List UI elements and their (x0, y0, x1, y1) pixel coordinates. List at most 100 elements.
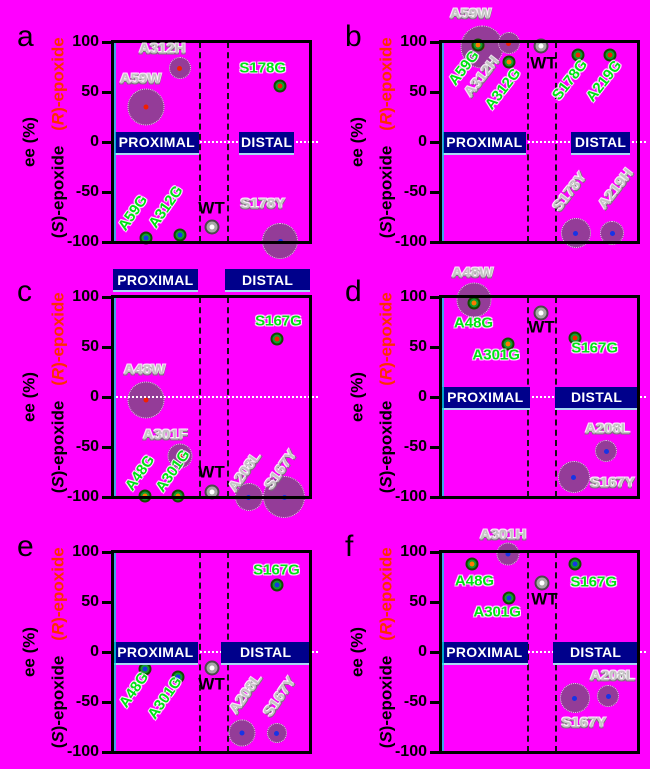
point-label-c-A301F: A301F (142, 426, 188, 444)
y-tick--50 (102, 191, 111, 194)
distal-region-label: DISTAL (553, 641, 638, 665)
point-center-dot (471, 300, 477, 306)
data-point-e-A301G (171, 670, 185, 684)
y-tick-50 (430, 601, 439, 604)
y-axis-title: ee (%) (347, 116, 367, 168)
y-tick-label-0: 0 (418, 133, 427, 150)
panel-e: PROXIMAL DISTAL S167G A48G A301G WT A208L S167Y… (17, 532, 318, 760)
y-tick--100 (102, 496, 111, 499)
point-label-f-S167G: S167G (570, 573, 618, 591)
data-point-e-A208L (228, 719, 256, 747)
data-point-d-WT (533, 305, 549, 321)
point-label-e-S167G: S167G (253, 561, 300, 579)
point-label-e-WT: WT (198, 674, 225, 694)
distal-region-label: DISTAL (225, 269, 310, 292)
point-center-dot (571, 474, 577, 480)
point-label-c-WT: WT (198, 462, 225, 482)
y-tick-0 (430, 396, 439, 399)
y-tick--50 (430, 191, 439, 194)
y-tick--100 (430, 751, 439, 754)
s-epoxide-axis-label: (S)-epoxide (48, 145, 68, 239)
point-label-e-A301G: A301G (144, 673, 186, 723)
data-point-f-S167Y (559, 683, 590, 713)
y-tick-label--50: -50 (75, 438, 99, 455)
point-label-d-A301G: A301G (472, 346, 520, 364)
zero-ee-line (439, 141, 646, 143)
data-point-a-A59W (127, 88, 165, 126)
point-center-dot (506, 59, 512, 65)
panel-letter-c: c (17, 275, 32, 308)
point-center-dot (475, 42, 481, 48)
data-point-c-A48G (138, 489, 152, 503)
point-center-dot (246, 494, 252, 500)
zero-ee-line (111, 651, 318, 653)
data-point-f-S167G (568, 557, 582, 571)
distal-region-label: DISTAL (571, 131, 631, 155)
point-label-e-S167Y: S167Y (260, 673, 301, 721)
panel-c: PROXIMAL DISTAL S167G A48W A301F A48G A301G WT A… (17, 269, 318, 518)
point-label-a-S178G: S178G (239, 59, 287, 77)
point-label-d-S167Y: S167Y (589, 474, 635, 492)
r-epoxide-axis-label: (R)-epoxide (48, 292, 68, 386)
point-center-dot (175, 674, 181, 680)
y-tick-100 (102, 551, 111, 554)
y-tick-label-50: 50 (81, 83, 99, 100)
y-tick-label-50: 50 (81, 338, 99, 355)
data-point-f-A208L (597, 685, 620, 707)
data-point-e-S167G (270, 578, 283, 592)
y-tick-label--100: -100 (394, 233, 427, 250)
y-tick-label-100: 100 (400, 33, 427, 50)
point-center-dot (277, 238, 283, 244)
panel-b: PROXIMAL DISTAL A59W A59G A312H A312G WT S178G A… (345, 7, 646, 250)
y-tick-100 (430, 41, 439, 44)
y-tick-label--100: -100 (66, 233, 99, 250)
y-tick-0 (430, 141, 439, 144)
data-point-a-A59G (139, 231, 153, 245)
point-center-dot (143, 104, 149, 110)
point-label-b-WT: WT (530, 53, 557, 73)
data-point-c-A48W (127, 381, 164, 419)
point-center-dot (603, 448, 609, 454)
y-tick--100 (430, 496, 439, 499)
y-tick-label--100: -100 (394, 743, 427, 760)
y-tick-100 (102, 296, 111, 299)
data-point-d-S167G (568, 331, 582, 345)
point-label-c-A301G: A301G (152, 446, 194, 496)
point-label-d-S167G: S167G (571, 339, 619, 357)
y-tick-label-50: 50 (409, 83, 427, 100)
point-center-dot (572, 695, 578, 701)
y-axis-title: ee (%) (19, 626, 39, 678)
y-tick-100 (430, 551, 439, 554)
zero-ee-line (111, 396, 318, 398)
y-tick-50 (430, 91, 439, 94)
point-center-dot (605, 693, 611, 699)
r-epoxide-axis-label: (R)-epoxide (376, 37, 396, 131)
point-center-dot (209, 665, 215, 671)
point-label-c-A48W: A48W (123, 361, 166, 379)
point-label-c-S167G: S167G (255, 312, 302, 330)
y-tick-label-0: 0 (418, 643, 427, 660)
data-point-a-S178Y (262, 223, 299, 259)
point-center-dot (277, 83, 283, 89)
point-center-dot (274, 582, 279, 588)
data-point-f-A301H (496, 542, 520, 566)
y-tick-label-0: 0 (418, 388, 427, 405)
proximal-region-label: PROXIMAL (441, 641, 528, 665)
data-point-c-S167G (270, 332, 284, 346)
point-center-dot (239, 730, 245, 736)
y-tick-0 (102, 141, 111, 144)
point-label-f-S167Y: S167Y (561, 714, 607, 732)
point-label-a-A59G: A59G (114, 192, 151, 234)
y-tick-50 (102, 601, 111, 604)
s-epoxide-axis-label: (S)-epoxide (48, 655, 68, 749)
data-point-b-WT (533, 38, 549, 54)
data-point-c-A301F (167, 443, 193, 469)
y-tick--100 (102, 751, 111, 754)
data-point-b-A312G (502, 55, 516, 69)
point-label-f-WT: WT (531, 589, 558, 609)
zero-ee-line (439, 651, 646, 653)
panel-letter-a: a (17, 20, 34, 53)
data-point-b-A219G (603, 48, 617, 62)
y-tick-label--50: -50 (403, 438, 427, 455)
point-center-dot (573, 230, 579, 236)
